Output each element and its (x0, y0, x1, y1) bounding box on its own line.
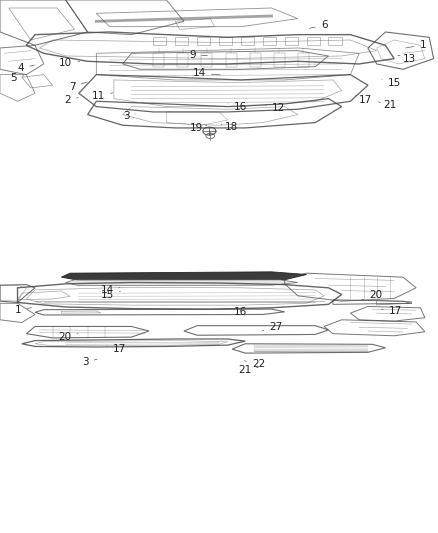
Text: 21: 21 (238, 366, 258, 375)
Text: 5: 5 (10, 74, 24, 83)
Text: 6: 6 (309, 20, 328, 30)
Text: 3: 3 (123, 111, 135, 121)
Text: 27: 27 (262, 322, 283, 332)
Polygon shape (66, 280, 298, 286)
Text: 1: 1 (15, 305, 32, 316)
Text: 17: 17 (356, 95, 372, 105)
Text: 16: 16 (228, 102, 247, 112)
Text: 2: 2 (64, 95, 78, 105)
Text: 14: 14 (101, 286, 120, 295)
Polygon shape (61, 272, 307, 280)
Text: 1: 1 (406, 40, 426, 50)
Text: 20: 20 (361, 290, 382, 300)
Text: 3: 3 (82, 358, 97, 367)
Text: 18: 18 (221, 122, 238, 132)
Text: 17: 17 (382, 306, 402, 316)
Text: 4: 4 (18, 63, 35, 73)
Text: 21: 21 (378, 100, 396, 110)
Text: 17: 17 (107, 344, 126, 353)
Text: 7: 7 (69, 82, 87, 92)
Text: 15: 15 (101, 290, 120, 300)
Text: 12: 12 (265, 103, 285, 113)
Text: 11: 11 (92, 92, 113, 101)
Text: 19: 19 (190, 123, 207, 133)
Text: 13: 13 (398, 54, 416, 63)
Text: 20: 20 (58, 332, 78, 342)
Text: 10: 10 (59, 59, 80, 68)
Text: 16: 16 (227, 307, 247, 317)
Text: 9: 9 (189, 50, 208, 60)
Text: 22: 22 (244, 359, 265, 369)
Text: 15: 15 (382, 78, 401, 88)
Text: 14: 14 (193, 68, 221, 78)
